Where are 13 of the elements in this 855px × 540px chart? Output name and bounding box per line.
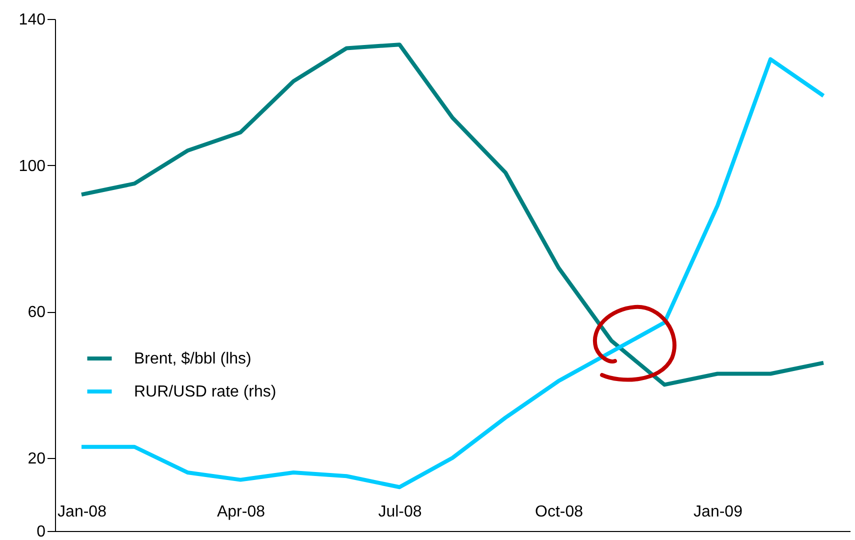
x-tick-label: Apr-08 <box>216 504 266 520</box>
y-tick-label: 20 <box>28 450 46 468</box>
x-tick-label: Jan-09 <box>694 504 743 520</box>
y-tick-label: 60 <box>28 304 46 322</box>
legend-label: RUR/USD rate (rhs) <box>134 384 276 400</box>
y-tick-label: 0 <box>36 524 46 540</box>
x-tick-label: Jan-08 <box>58 504 107 520</box>
y-tick-label: 100 <box>18 158 46 175</box>
y-tick-label: 140 <box>18 12 46 28</box>
line-series <box>80 57 826 490</box>
x-tick-label: Oct-08 <box>534 504 584 520</box>
x-tick-label: Jul-08 <box>378 504 422 520</box>
legend-label: Brent, $/bbl (lhs) <box>134 350 252 368</box>
